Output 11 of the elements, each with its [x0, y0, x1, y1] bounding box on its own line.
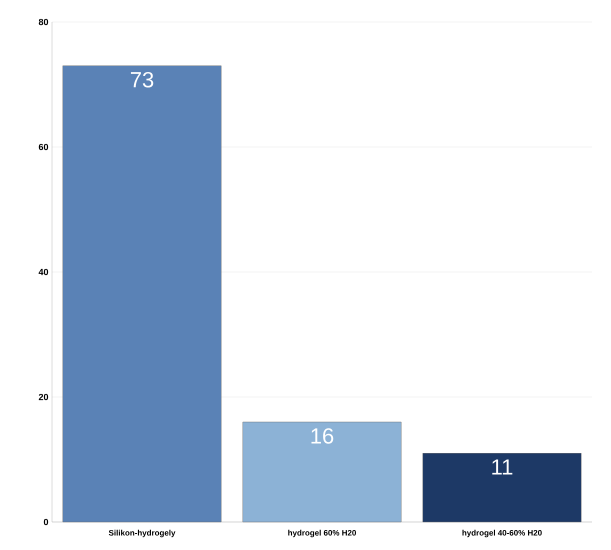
data-label: 11 [492, 459, 512, 475]
bar [242, 422, 402, 522]
y-tick-label: 80 [38, 18, 48, 26]
y-tick-label: 0 [44, 518, 48, 526]
y-tick-label: 60 [38, 144, 48, 150]
y-tick-label: 40 [38, 268, 48, 276]
data-label: 16 [311, 428, 334, 444]
bar [62, 66, 222, 522]
bar [422, 453, 582, 522]
data-label: 73 [130, 72, 154, 88]
y-tick-label: 20 [38, 394, 48, 400]
